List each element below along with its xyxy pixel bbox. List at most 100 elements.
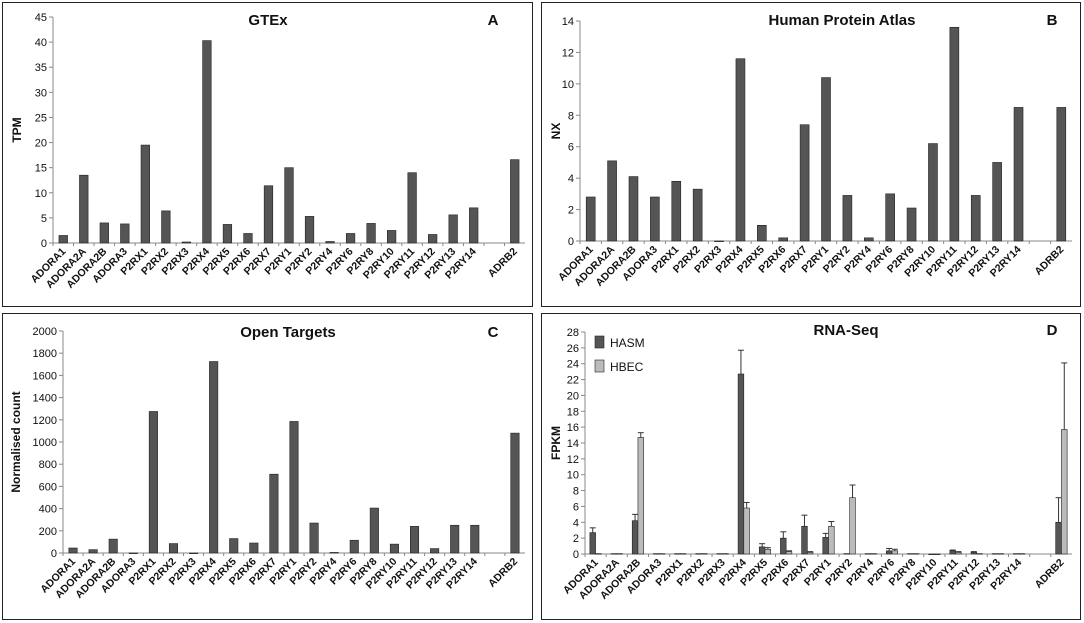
y-tick-label: 6 [573,501,579,513]
bar-gtex [58,235,68,244]
y-axis-label: NX [549,123,563,140]
bar-hasm [928,553,935,555]
bar-hbec [637,437,644,555]
bar-open-targets [209,361,219,554]
bar-open-targets [369,507,379,554]
bar-hbec [616,553,623,555]
y-tick-label: 4 [568,173,574,185]
y-tick-label: 4 [573,517,579,529]
chart-title: Open Targets [240,324,336,341]
y-tick-label: 15 [35,163,47,175]
bar-hasm [970,552,978,555]
bar-hbec [870,553,877,555]
bar-gtex [284,167,294,244]
bar-open-targets [269,473,279,554]
bar-hasm [653,553,660,555]
bar-gtex [386,230,397,244]
y-tick-label: 1800 [33,348,57,360]
bar-hbec [658,553,666,555]
y-tick-label: 0 [41,238,47,250]
x-category-label: ADRB2 [1032,557,1066,591]
legend-swatch [594,359,605,373]
y-tick-label: 22 [567,375,579,387]
bar-open-targets [329,552,339,554]
y-tick-label: 600 [39,481,57,493]
y-tick-label: 2 [568,205,574,217]
bar-open-targets [450,524,460,554]
bar-hpa [799,124,810,242]
bar-open-targets [189,552,199,554]
chart-title: RNA-Seq [813,322,878,339]
bar-hasm [1013,553,1020,555]
bar-hbec [934,553,941,555]
bar-gtex [407,172,417,244]
bar-hpa [757,224,767,242]
chart-rna-seq: RNA-Seq DFPKM0246810121416182022242628ADO… [549,322,1072,602]
y-tick-label: 12 [562,47,574,59]
y-tick-label: 12 [567,454,579,466]
bar-hpa [628,176,639,242]
bar-hpa [970,195,981,242]
bar-gtex [99,222,109,244]
bar-open-targets [108,538,118,554]
bar-open-targets [128,552,138,554]
bar-open-targets [389,543,399,554]
bar-hpa [671,180,682,242]
bar-open-targets [88,549,98,554]
panel-human-protein-atlas: Human Protein Atlas B NX 0 2 4 6 8 10 12 14 ADORA1 A… [541,2,1081,307]
chart-title: Human Protein Atlas [769,12,916,29]
y-tick-label: 8 [568,110,574,122]
bar-gtex [243,233,253,244]
bar-hasm [780,537,787,555]
bar-hasm [610,553,618,555]
x-category-label: ADRB2 [486,556,520,590]
bar-gtex [428,234,438,244]
bar-hasm [991,553,999,555]
bar-hpa [692,188,703,242]
chart-open-targets: Open Targets C Normalised count 0 200 400 600 8… [9,324,525,601]
panel-letter: A [488,12,499,29]
bar-hasm [907,553,914,555]
bar-hpa [863,237,874,242]
bar-gtex [140,144,150,244]
bar-hasm [631,520,639,555]
bar-hpa [842,195,853,242]
bar-open-targets [68,547,78,554]
bar-gtex [469,207,479,244]
bar-hbec [701,553,708,555]
y-tick-label: 28 [567,327,579,339]
bar-hasm [737,373,745,555]
bar-hpa [585,196,596,242]
bar-hbec [1018,553,1026,555]
bar-hpa [607,160,617,242]
bar-hbec [976,553,983,555]
y-tick-label: 20 [35,138,47,150]
bar-hpa [778,237,789,242]
bar-hasm [758,546,766,555]
bar-gtex [366,223,376,244]
y-tick-label: 1000 [33,437,57,449]
bar-hasm [864,553,872,555]
bar-hpa [735,58,746,242]
bar-gtex [181,241,192,244]
y-axis-label: TPM [10,117,24,142]
y-tick-label: 20 [567,390,579,402]
bar-gtex [79,174,89,244]
bar-gtex [448,214,458,244]
bar-hbec [595,553,602,555]
bar-hasm [716,553,723,555]
bar-open-targets [289,421,299,554]
y-tick-label: 14 [562,16,574,28]
bar-hasm [822,537,829,555]
bar-hpa [1013,107,1024,242]
bar-hasm [589,532,596,555]
bar-hpa [650,196,660,242]
bar-gtex [325,241,335,244]
bar-hasm [801,525,808,555]
bar-open-targets [410,526,420,554]
bar-hasm [695,553,702,555]
bar-hbec [849,497,856,555]
y-tick-label: 10 [567,470,579,482]
y-tick-label: 25 [35,112,47,124]
y-tick-label: 18 [567,406,579,418]
